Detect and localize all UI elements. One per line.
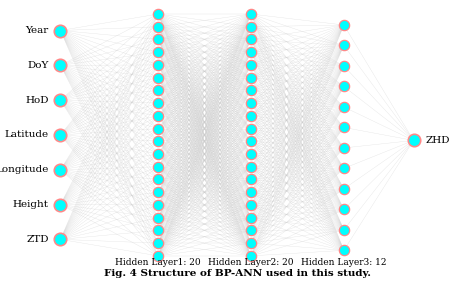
Point xyxy=(154,139,162,144)
Text: Hidden Layer2: 20: Hidden Layer2: 20 xyxy=(208,258,294,267)
Point xyxy=(247,37,255,42)
Text: Hidden Layer1: 20: Hidden Layer1: 20 xyxy=(115,258,201,267)
Point xyxy=(247,215,255,220)
Point xyxy=(247,177,255,182)
Text: ZHD: ZHD xyxy=(425,136,450,145)
Point xyxy=(340,63,347,68)
Point xyxy=(154,11,162,16)
Text: Hidden Layer3: 12: Hidden Layer3: 12 xyxy=(301,258,387,267)
Point xyxy=(340,43,347,48)
Point xyxy=(57,63,64,68)
Point xyxy=(57,237,64,242)
Point xyxy=(154,88,162,93)
Point xyxy=(154,114,162,118)
Point xyxy=(247,101,255,105)
Text: Year: Year xyxy=(26,26,49,35)
Point xyxy=(247,203,255,207)
Point xyxy=(154,164,162,169)
Point xyxy=(247,241,255,246)
Text: Height: Height xyxy=(13,200,49,209)
Point xyxy=(247,88,255,93)
Text: Fig. 4 Structure of BP-ANN used in this study.: Fig. 4 Structure of BP-ANN used in this … xyxy=(103,269,371,278)
Point xyxy=(247,50,255,55)
Point xyxy=(154,253,162,258)
Point xyxy=(340,207,347,212)
Point xyxy=(340,104,347,109)
Point xyxy=(340,23,347,27)
Point xyxy=(154,228,162,233)
Text: HoD: HoD xyxy=(26,96,49,104)
Point xyxy=(154,75,162,80)
Point xyxy=(247,190,255,194)
Point xyxy=(340,186,347,191)
Point xyxy=(154,126,162,131)
Point xyxy=(340,166,347,171)
Point xyxy=(247,253,255,258)
Point xyxy=(57,167,64,172)
Point xyxy=(247,152,255,156)
Point xyxy=(154,203,162,207)
Point xyxy=(57,133,64,137)
Point xyxy=(247,63,255,67)
Point xyxy=(247,75,255,80)
Point xyxy=(154,37,162,42)
Point xyxy=(247,114,255,118)
Point xyxy=(154,152,162,156)
Point xyxy=(340,146,347,150)
Point xyxy=(154,50,162,55)
Point xyxy=(247,24,255,29)
Point xyxy=(340,248,347,253)
Point xyxy=(154,101,162,105)
Point xyxy=(57,202,64,207)
Point xyxy=(154,63,162,67)
Point xyxy=(410,138,417,143)
Point xyxy=(154,177,162,182)
Point xyxy=(340,84,347,89)
Point xyxy=(247,139,255,144)
Point xyxy=(154,215,162,220)
Point xyxy=(247,126,255,131)
Point xyxy=(154,190,162,194)
Point xyxy=(247,11,255,16)
Text: Longitude: Longitude xyxy=(0,165,49,174)
Point xyxy=(154,241,162,246)
Point xyxy=(247,164,255,169)
Point xyxy=(154,24,162,29)
Point xyxy=(57,98,64,103)
Text: ZTD: ZTD xyxy=(27,235,49,244)
Point xyxy=(340,125,347,130)
Point xyxy=(340,227,347,232)
Point xyxy=(57,28,64,33)
Point xyxy=(247,228,255,233)
Text: DoY: DoY xyxy=(27,61,49,70)
Text: Latitude: Latitude xyxy=(5,130,49,140)
